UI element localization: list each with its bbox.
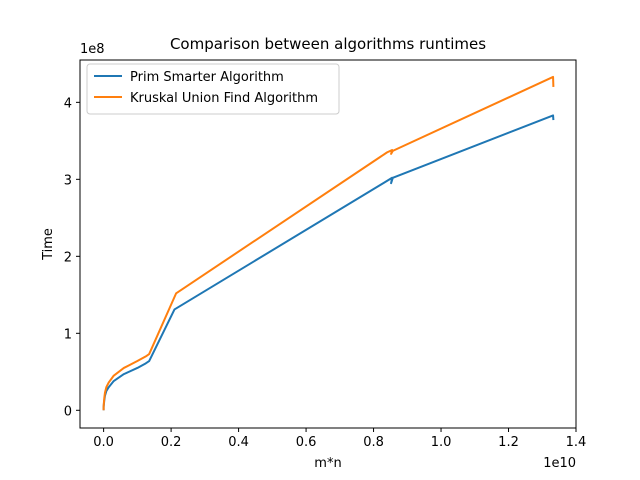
x-tick-label: 1.2: [498, 435, 519, 450]
y-tick-label: 1: [64, 327, 72, 342]
x-tick-label: 0.2: [161, 435, 182, 450]
chart-title: Comparison between algorithms runtimes: [170, 35, 486, 53]
series-line-1: [102, 75, 555, 411]
x-tick-label: 1.0: [431, 435, 452, 450]
y-axis-ticks: 0 1 2 3 4: [64, 96, 80, 419]
x-tick-label: 0.6: [296, 435, 317, 450]
y-tick-label: 0: [64, 404, 72, 419]
x-tick-label: 1.4: [566, 435, 587, 450]
legend: Prim Smarter Algorithm Kruskal Union Fin…: [86, 63, 340, 115]
legend-box: [86, 63, 340, 115]
plot-area: [79, 59, 577, 429]
axes-frame: [79, 59, 577, 429]
x-tick-label: 0.0: [93, 435, 114, 450]
y-tick-label: 2: [64, 250, 72, 265]
x-tick-label: 0.4: [228, 435, 249, 450]
y-axis-offset-text: 1e8: [80, 42, 105, 57]
legend-label-prim: Prim Smarter Algorithm: [130, 70, 284, 85]
x-axis-label: m*n: [314, 456, 341, 471]
x-axis-ticks: 0.0 0.2 0.4 0.6 0.8 1.0 1.2 1.4: [93, 428, 586, 450]
x-axis-offset-text: 1e10: [543, 456, 576, 471]
y-tick-label: 3: [64, 173, 72, 188]
series-lines: [102, 75, 555, 411]
y-axis-label: Time: [41, 228, 56, 261]
legend-label-kruskal: Kruskal Union Find Algorithm: [130, 91, 318, 106]
x-tick-label: 0.8: [363, 435, 384, 450]
y-tick-label: 4: [64, 96, 72, 111]
